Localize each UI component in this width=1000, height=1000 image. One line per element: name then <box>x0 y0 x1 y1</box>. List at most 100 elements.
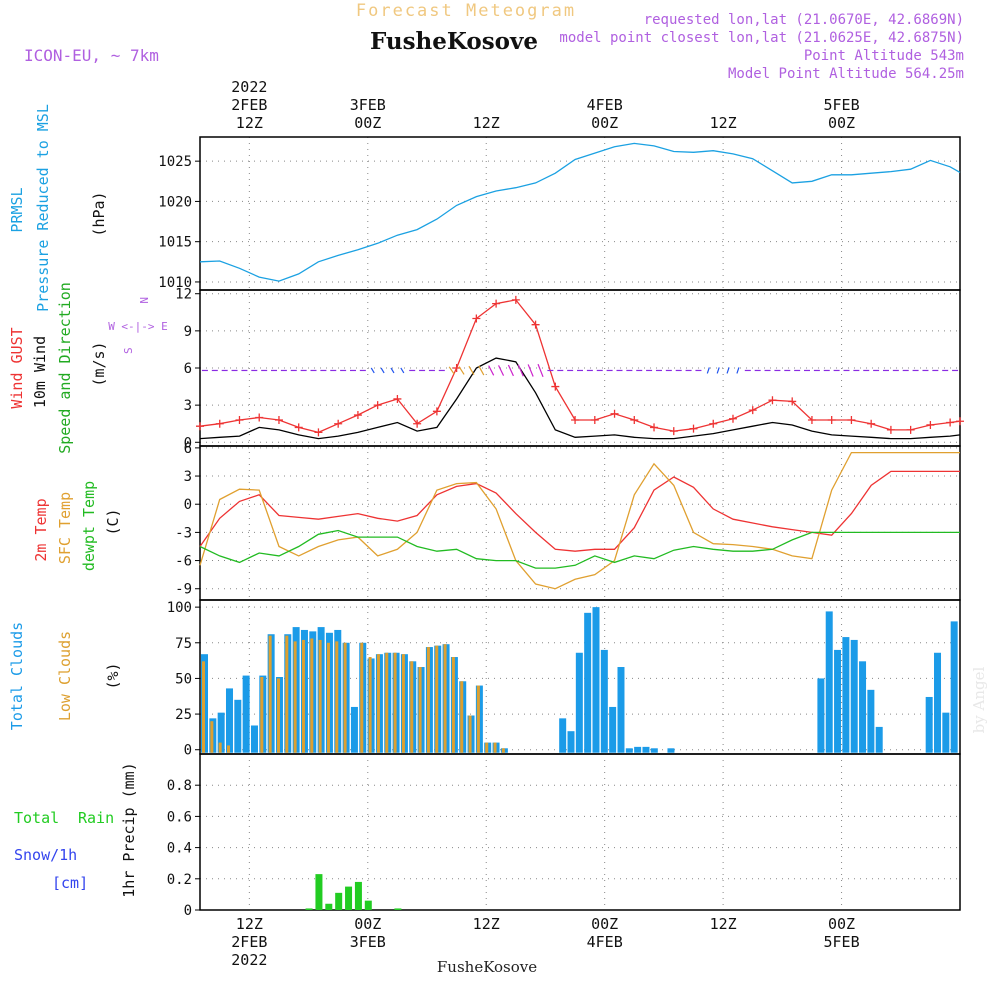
total-cloud-bar <box>875 726 883 753</box>
top-year-label: 2022 <box>231 78 267 96</box>
rain-bar <box>394 908 402 910</box>
gust-marker <box>748 406 757 415</box>
gust-marker <box>610 409 619 418</box>
bottom-date-label: 2FEB <box>231 933 267 951</box>
y-tick-label: 1020 <box>158 194 192 210</box>
pressure-panel-labels: PRMSL Pressure Reduced to MSL (hPa) <box>8 104 108 312</box>
y-tick-label: -9 <box>175 582 192 598</box>
gust-marker <box>432 407 441 416</box>
top-hour-label: 12Z <box>710 114 737 132</box>
dir-n: N <box>137 297 150 304</box>
wind-direction-arrow <box>706 367 710 374</box>
y-tick-label: 0 <box>184 903 192 919</box>
total-cloud-bar <box>584 612 592 753</box>
bottom-hour-label: 12Z <box>236 915 263 933</box>
rain-bar <box>315 874 323 910</box>
top-date-label: 4FEB <box>587 96 623 114</box>
gust-marker <box>353 411 362 420</box>
top-date-label: 5FEB <box>823 96 859 114</box>
gust-marker <box>196 422 204 431</box>
gust-marker <box>946 418 955 427</box>
model-point: model point closest lon,lat (21.0625E, 4… <box>559 30 964 46</box>
bottom-hour-label: 12Z <box>710 915 737 933</box>
low-cloud-bar <box>210 721 214 753</box>
wind-direction-arrow <box>716 367 720 374</box>
precip-unit: 1hr Precip (mm) <box>120 762 138 897</box>
rain-bar <box>345 886 353 910</box>
forecast-meteogram-title: Forecast Meteogram <box>356 1 576 21</box>
wind-direction-arrow <box>458 366 465 375</box>
gust-marker <box>886 425 895 434</box>
total-cloud-bar <box>850 639 858 753</box>
low-cloud-bar <box>218 742 222 753</box>
y-tick-label: 6 <box>184 361 192 377</box>
total-cloud-bar <box>617 667 625 753</box>
watermark: by Angel <box>970 666 988 733</box>
wind-gust-line <box>199 299 961 434</box>
bottom-date-label: 3FEB <box>350 933 386 951</box>
gust-marker <box>807 416 816 424</box>
top-hour-label: 00Z <box>591 114 618 132</box>
gust-marker <box>255 413 264 422</box>
wind-direction-arrow <box>400 367 405 374</box>
temp-panel-labels: 2m Temp SFC Temp dewpt Temp (C) <box>32 481 122 571</box>
y-tick-label: 50 <box>175 671 192 687</box>
plot-area: 1010101510201025036912-9-6-3036025507510… <box>158 78 964 969</box>
gust-marker <box>571 416 580 424</box>
snow-unit-label: [cm] <box>52 874 88 892</box>
total-cloud-bar <box>242 675 250 753</box>
gust-marker <box>531 320 540 329</box>
gust-marker <box>788 397 797 406</box>
total-cloud-bar <box>217 712 225 753</box>
wind-direction-arrow <box>736 367 740 374</box>
wind-direction-arrow <box>726 367 730 374</box>
low-cloud-bar <box>493 742 497 753</box>
low-cloud-bar <box>293 641 297 753</box>
gust-marker <box>235 416 244 424</box>
c-unit: (C) <box>104 508 122 535</box>
wind-direction-arrow <box>507 364 514 377</box>
y-tick-label: 1025 <box>158 154 192 170</box>
low-cloud-bar <box>268 635 272 753</box>
gust-label: Wind GUST <box>8 327 26 408</box>
y-tick-label: 9 <box>184 324 192 340</box>
gust-marker <box>511 295 520 304</box>
gust-marker <box>709 419 718 428</box>
y-tick-label: -6 <box>175 554 192 570</box>
low-cloud-bar <box>343 642 347 753</box>
total-cloud-bar <box>634 746 642 753</box>
low-cloud-bar <box>426 647 430 753</box>
model-label: ICON-EU, ~ 7km <box>24 46 159 65</box>
total-cloud-bar <box>609 706 617 753</box>
low-cloud-bar <box>368 657 372 753</box>
dir-s: S <box>122 347 135 354</box>
y-tick-label: 6 <box>184 441 192 457</box>
2m-temp-line <box>199 470 960 552</box>
wind-direction-arrow <box>448 366 455 375</box>
bottom-hour-label: 12Z <box>473 915 500 933</box>
snow-label: Snow/1h <box>14 846 77 864</box>
top-date-label: 3FEB <box>350 96 386 114</box>
wind-panel-labels: Wind GUST 10m Wind Speed and Direction (… <box>8 282 168 454</box>
gust-marker <box>373 401 382 410</box>
bottom-hour-label: 00Z <box>591 915 618 933</box>
gust-marker <box>630 416 639 424</box>
total-cloud-bar <box>859 661 867 753</box>
low-cloud-bar <box>310 638 314 753</box>
low-cloud-bar <box>226 745 230 753</box>
prmsl-desc-label: Pressure Reduced to MSL <box>34 104 52 312</box>
y-tick-label: 0.8 <box>167 778 192 794</box>
total-cloud-bar <box>592 607 600 753</box>
wind-direction-arrow <box>390 367 395 374</box>
wind-direction-arrow <box>517 364 524 377</box>
gust-marker <box>926 420 935 429</box>
low-cloud-bar <box>501 748 505 753</box>
footer-station: FusheKosove <box>437 958 537 976</box>
precip-panel-labels: Total Rain Snow/1h [cm] 1hr Precip (mm) <box>14 762 138 897</box>
total-cloud-bar <box>559 718 567 753</box>
y-tick-label: 0.4 <box>167 841 192 857</box>
low-cloud-bar <box>476 685 480 753</box>
gust-marker <box>590 416 599 424</box>
y-tick-label: 1010 <box>158 275 192 291</box>
station-title: FusheKosove <box>370 28 538 55</box>
